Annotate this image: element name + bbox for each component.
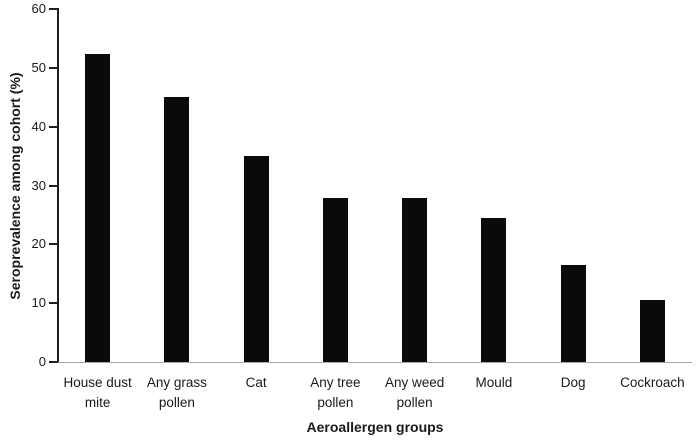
x-category-label-line: pollen (396, 395, 433, 410)
y-tick-mark (49, 125, 57, 128)
y-tick-mark (49, 361, 57, 363)
bar-cat (243, 156, 269, 362)
bar-any-grass-pollen (164, 97, 190, 362)
x-category-label: Dog (561, 373, 586, 393)
x-category-label-line: mite (84, 395, 111, 410)
x-category-label-line: pollen (158, 395, 195, 410)
y-tick-mark (49, 243, 57, 246)
y-tick-label: 40 (31, 118, 46, 134)
y-axis-line (57, 8, 59, 363)
y-tick-label: 30 (31, 177, 46, 193)
bar-cockroach (639, 300, 665, 362)
x-category-label-line: pollen (317, 395, 354, 410)
x-category-label-line: Any weed (384, 375, 445, 390)
bar-any-weed-pollen (402, 197, 428, 362)
x-category-label-line: House dust (63, 375, 132, 390)
x-category-label: Any grass pollen (147, 373, 207, 413)
x-category-label: Any weed pollen (385, 373, 444, 413)
x-category-label: Cockroach (620, 373, 685, 393)
x-category-label-line: Cockroach (620, 375, 685, 390)
bar-house-dust-mite (85, 54, 111, 362)
y-tick-mark (49, 302, 57, 305)
y-tick-label: 20 (31, 236, 46, 252)
y-tick-mark (49, 184, 57, 187)
x-axis-line (58, 362, 692, 363)
x-category-label-line: Any tree (310, 375, 361, 390)
y-tick-mark (49, 66, 57, 69)
plot-area: 0 10 20 30 40 50 60 (32, 1, 692, 369)
x-axis-title: Aeroallergen groups (306, 419, 444, 435)
y-tick-label: 10 (31, 295, 46, 311)
y-tick-mark (49, 8, 57, 10)
y-tick-label: 60 (31, 1, 46, 16)
x-category-label-line: Any grass (146, 375, 207, 390)
x-category-label-line: Cat (245, 375, 267, 390)
y-tick-label: 0 (38, 354, 46, 369)
bar-any-tree-pollen (322, 197, 348, 362)
x-category-label-line: Mould (475, 375, 513, 390)
bar-mould (481, 217, 507, 362)
x-category-label: Cat (246, 373, 267, 393)
x-category-label: Any tree pollen (310, 373, 360, 413)
x-category-label: Mould (475, 373, 512, 393)
bar-dog (560, 264, 586, 362)
x-category-label-line: Dog (560, 375, 586, 390)
x-category-label: House dust mite (63, 373, 131, 413)
y-tick-label: 50 (31, 59, 46, 75)
